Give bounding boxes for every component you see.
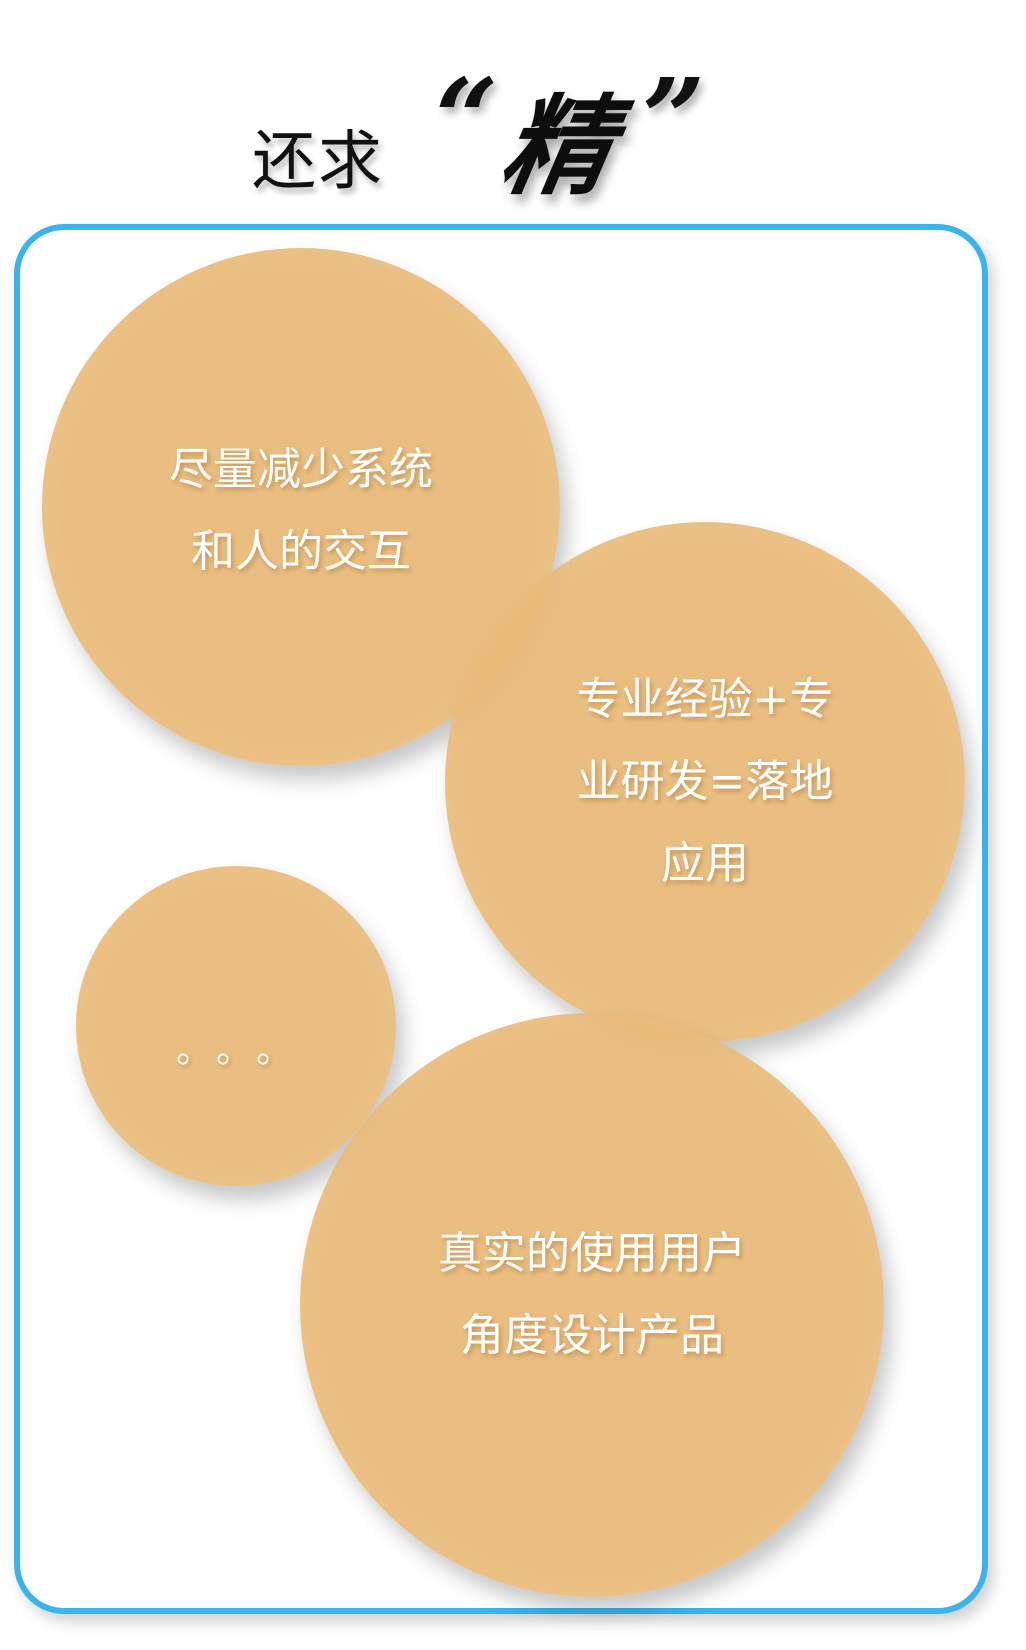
page-heading: 还求 “ 精 ” bbox=[0, 54, 1026, 210]
heading-emphasis: 精 bbox=[492, 85, 623, 210]
bubble-pro-line-1: 专业经验+专 bbox=[576, 674, 834, 725]
bubble-user-line-1: 真实的使用用户 bbox=[438, 1228, 746, 1279]
bubble-pro-line-3: 应用 bbox=[661, 838, 749, 889]
bubble-professional: 专业经验+专 业研发=落地 应用 bbox=[445, 522, 965, 1042]
bubble-reduce-line-1: 尽量减少系统 bbox=[169, 444, 433, 495]
bubble-more-text: 。。。 bbox=[175, 1030, 314, 1071]
bubble-more: 。。。 bbox=[76, 866, 396, 1186]
heading-prefix: 还求 bbox=[252, 125, 384, 199]
bubble-reduce-text: 尽量减少系统 和人的交互 bbox=[169, 429, 433, 593]
bubble-pro-text: 专业经验+专 业研发=落地 应用 bbox=[577, 659, 834, 905]
bubble-user-perspective: 真实的使用用户 角度设计产品 bbox=[300, 1013, 884, 1597]
bubble-user-text: 真实的使用用户 角度设计产品 bbox=[438, 1213, 746, 1377]
heading-quote-open: “ bbox=[435, 54, 499, 183]
heading-quote-close: ” bbox=[642, 54, 706, 183]
bubble-user-line-2: 角度设计产品 bbox=[460, 1310, 724, 1361]
bubble-reduce-interaction: 尽量减少系统 和人的交互 bbox=[42, 248, 560, 766]
bubble-pro-line-2: 业研发=落地 bbox=[576, 756, 834, 807]
bubble-reduce-line-2: 和人的交互 bbox=[191, 526, 411, 577]
